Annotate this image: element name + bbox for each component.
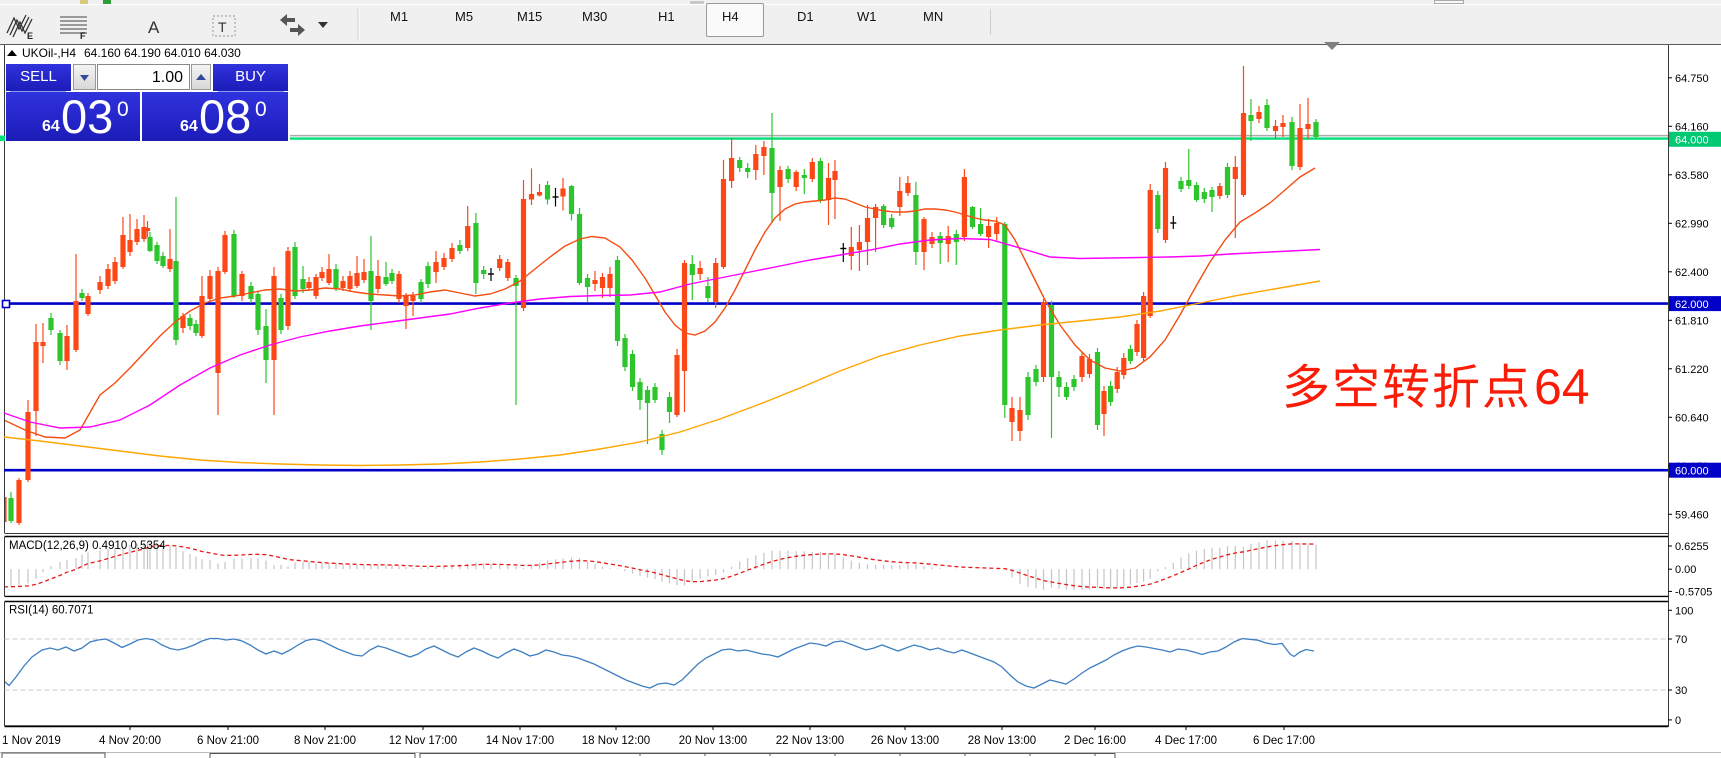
svg-text:08: 08 — [199, 92, 251, 141]
svg-text:28 Nov 13:00: 28 Nov 13:00 — [968, 735, 1036, 747]
svg-text:0: 0 — [255, 98, 267, 121]
svg-text:18 Nov 12:00: 18 Nov 12:00 — [582, 735, 650, 747]
svg-text:2 Dec 16:00: 2 Dec 16:00 — [1064, 735, 1126, 747]
svg-text:1 Nov 2019: 1 Nov 2019 — [2, 735, 61, 747]
svg-text:64.000: 64.000 — [1675, 135, 1709, 147]
svg-text:A: A — [148, 18, 160, 37]
svg-text:30: 30 — [1675, 685, 1687, 697]
svg-text:03: 03 — [61, 92, 113, 141]
svg-text:0: 0 — [1675, 715, 1681, 727]
svg-text:-0.5705: -0.5705 — [1675, 586, 1712, 598]
svg-text:6 Nov 21:00: 6 Nov 21:00 — [197, 735, 259, 747]
svg-text:100: 100 — [1675, 605, 1693, 617]
svg-text:64.160 64.190 64.010 64.030: 64.160 64.190 64.010 64.030 — [84, 46, 241, 60]
svg-text:64.750: 64.750 — [1675, 73, 1709, 85]
svg-text:14 Nov 17:00: 14 Nov 17:00 — [486, 735, 554, 747]
svg-text:RSI(14) 60.7071: RSI(14) 60.7071 — [9, 605, 93, 617]
svg-text:8 Nov 21:00: 8 Nov 21:00 — [294, 735, 356, 747]
svg-text:T: T — [218, 19, 227, 35]
svg-text:61.220: 61.220 — [1675, 364, 1709, 376]
svg-text:0.00: 0.00 — [1675, 564, 1696, 576]
svg-text:6 Dec 17:00: 6 Dec 17:00 — [1253, 735, 1315, 747]
svg-text:64: 64 — [180, 118, 198, 135]
svg-text:70: 70 — [1675, 634, 1687, 646]
svg-text:12 Nov 17:00: 12 Nov 17:00 — [389, 735, 457, 747]
svg-text:62.000: 62.000 — [1675, 299, 1709, 311]
svg-text:UKOil-,H4: UKOil-,H4 — [22, 46, 76, 60]
svg-text:59.460: 59.460 — [1675, 509, 1709, 521]
svg-text:62.990: 62.990 — [1675, 218, 1709, 230]
svg-text:20 Nov 13:00: 20 Nov 13:00 — [679, 735, 747, 747]
svg-text:64: 64 — [1534, 359, 1590, 415]
svg-text:E: E — [27, 31, 33, 41]
svg-text:F: F — [80, 31, 86, 41]
svg-text:60.640: 60.640 — [1675, 412, 1709, 424]
svg-text:64: 64 — [42, 118, 60, 135]
svg-text:0: 0 — [117, 98, 129, 121]
svg-text:64.160: 64.160 — [1675, 121, 1709, 133]
svg-text:0.6255: 0.6255 — [1675, 541, 1709, 553]
svg-text:60.000: 60.000 — [1675, 465, 1709, 477]
svg-text:62.400: 62.400 — [1675, 267, 1709, 279]
svg-text:4 Dec 17:00: 4 Dec 17:00 — [1155, 735, 1217, 747]
svg-text:26 Nov 13:00: 26 Nov 13:00 — [871, 735, 939, 747]
svg-text:61.810: 61.810 — [1675, 315, 1709, 327]
svg-text:4 Nov 20:00: 4 Nov 20:00 — [99, 735, 161, 747]
svg-text:63.580: 63.580 — [1675, 170, 1709, 182]
svg-text:22 Nov 13:00: 22 Nov 13:00 — [776, 735, 844, 747]
svg-text:MACD(12,26,9) 0.4910 0.5354: MACD(12,26,9) 0.4910 0.5354 — [9, 540, 166, 552]
